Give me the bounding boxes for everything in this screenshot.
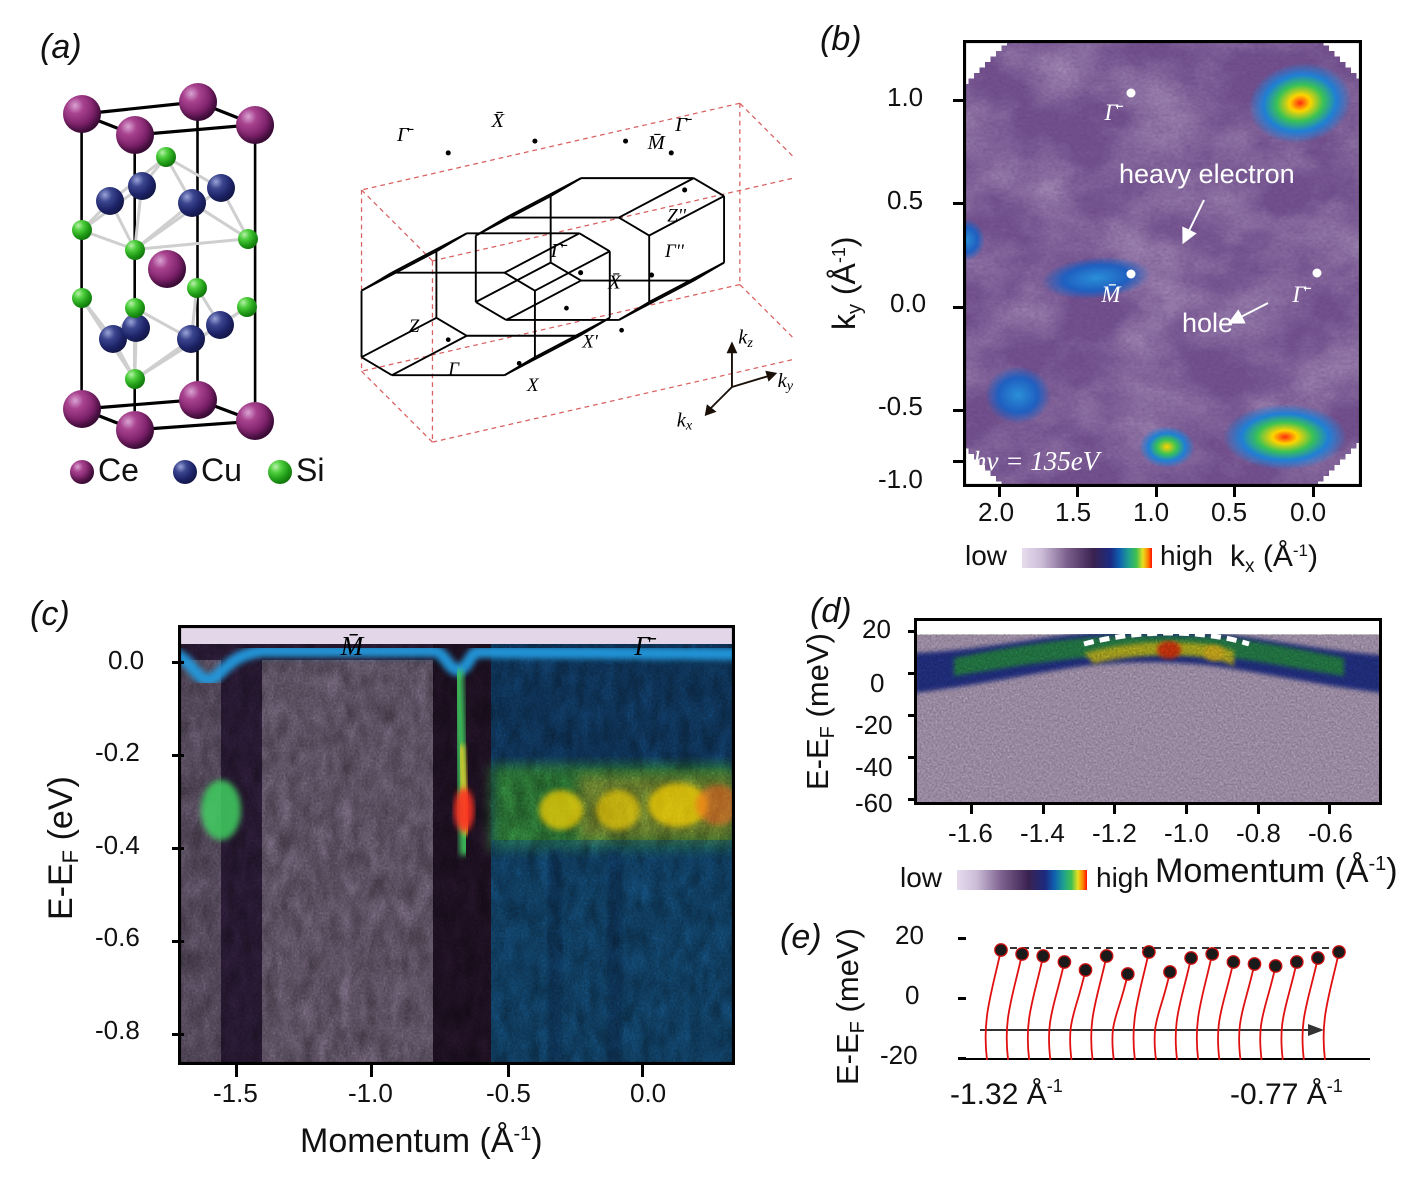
svg-text:Γ: Γ bbox=[447, 359, 460, 380]
svg-text:hν = 135eV: hν = 135eV bbox=[973, 446, 1103, 476]
svg-text:kz: kz bbox=[738, 327, 753, 351]
svg-text:Γ̄: Γ̄ bbox=[396, 124, 414, 146]
svg-text:M̄: M̄ bbox=[340, 631, 365, 661]
svg-text:Z'': Z'' bbox=[667, 205, 687, 226]
svg-text:Γ'': Γ'' bbox=[664, 241, 685, 262]
svg-text:X: X bbox=[526, 375, 540, 396]
svg-text:M̄: M̄ bbox=[1100, 282, 1122, 307]
svg-text:heavy electron: heavy electron bbox=[1119, 159, 1295, 189]
svg-text:hole: hole bbox=[1182, 308, 1233, 338]
svg-text:Γ̄: Γ̄ bbox=[674, 114, 692, 136]
svg-text:X̄: X̄ bbox=[491, 110, 506, 132]
svg-text:X̄: X̄ bbox=[607, 271, 622, 293]
svg-text:ky: ky bbox=[778, 370, 794, 394]
svg-text:Z: Z bbox=[409, 316, 420, 337]
svg-text:Γ̄: Γ̄ bbox=[550, 240, 568, 262]
svg-text:M̄: M̄ bbox=[647, 132, 666, 154]
svg-text:X': X' bbox=[581, 332, 599, 353]
svg-text:kx: kx bbox=[677, 409, 693, 433]
